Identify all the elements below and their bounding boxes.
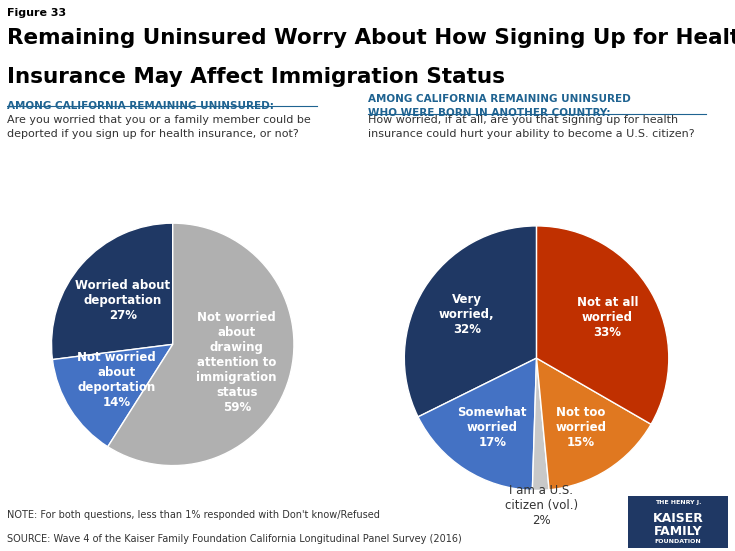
Text: Not worried
about
drawing
attention to
immigration
status
59%: Not worried about drawing attention to i… <box>196 311 277 414</box>
Text: How worried, if at all, are you that signing up for health
insurance could hurt : How worried, if at all, are you that sig… <box>368 115 694 139</box>
Text: Are you worried that you or a family member could be
deported if you sign up for: Are you worried that you or a family mem… <box>7 115 311 139</box>
Text: AMONG CALIFORNIA REMAINING UNINSURED:: AMONG CALIFORNIA REMAINING UNINSURED: <box>7 101 274 111</box>
Wedge shape <box>51 223 173 360</box>
Text: Not too
worried
15%: Not too worried 15% <box>556 406 606 449</box>
Wedge shape <box>537 358 651 490</box>
Wedge shape <box>418 358 537 490</box>
FancyBboxPatch shape <box>628 496 728 548</box>
Text: AMONG CALIFORNIA REMAINING UNINSURED: AMONG CALIFORNIA REMAINING UNINSURED <box>368 94 630 104</box>
Wedge shape <box>52 344 173 447</box>
Wedge shape <box>532 358 549 490</box>
Text: FOUNDATION: FOUNDATION <box>655 539 701 544</box>
Wedge shape <box>108 223 294 466</box>
Text: Worried about
deportation
27%: Worried about deportation 27% <box>75 279 171 322</box>
Text: Not at all
worried
33%: Not at all worried 33% <box>577 296 638 339</box>
Text: FAMILY: FAMILY <box>653 525 703 538</box>
Text: Very
worried,
32%: Very worried, 32% <box>439 294 495 337</box>
Text: WHO WERE BORN IN ANOTHER COUNTRY:: WHO WERE BORN IN ANOTHER COUNTRY: <box>368 108 610 118</box>
Text: Insurance May Affect Immigration Status: Insurance May Affect Immigration Status <box>7 67 506 87</box>
Wedge shape <box>404 226 537 417</box>
Text: NOTE: For both questions, less than 1% responded with Don't know/Refused: NOTE: For both questions, less than 1% r… <box>7 510 380 520</box>
Text: Figure 33: Figure 33 <box>7 8 66 18</box>
Text: Remaining Uninsured Worry About How Signing Up for Health: Remaining Uninsured Worry About How Sign… <box>7 28 735 47</box>
Text: I am a U.S.
citizen (vol.)
2%: I am a U.S. citizen (vol.) 2% <box>505 484 578 527</box>
Text: SOURCE: Wave 4 of the Kaiser Family Foundation California Longitudinal Panel Sur: SOURCE: Wave 4 of the Kaiser Family Foun… <box>7 534 462 544</box>
Text: Not worried
about
deportation
14%: Not worried about deportation 14% <box>77 351 156 409</box>
Text: THE HENRY J.: THE HENRY J. <box>655 500 701 505</box>
Wedge shape <box>537 226 669 424</box>
Text: KAISER: KAISER <box>653 511 703 525</box>
Text: Somewhat
worried
17%: Somewhat worried 17% <box>457 406 527 449</box>
